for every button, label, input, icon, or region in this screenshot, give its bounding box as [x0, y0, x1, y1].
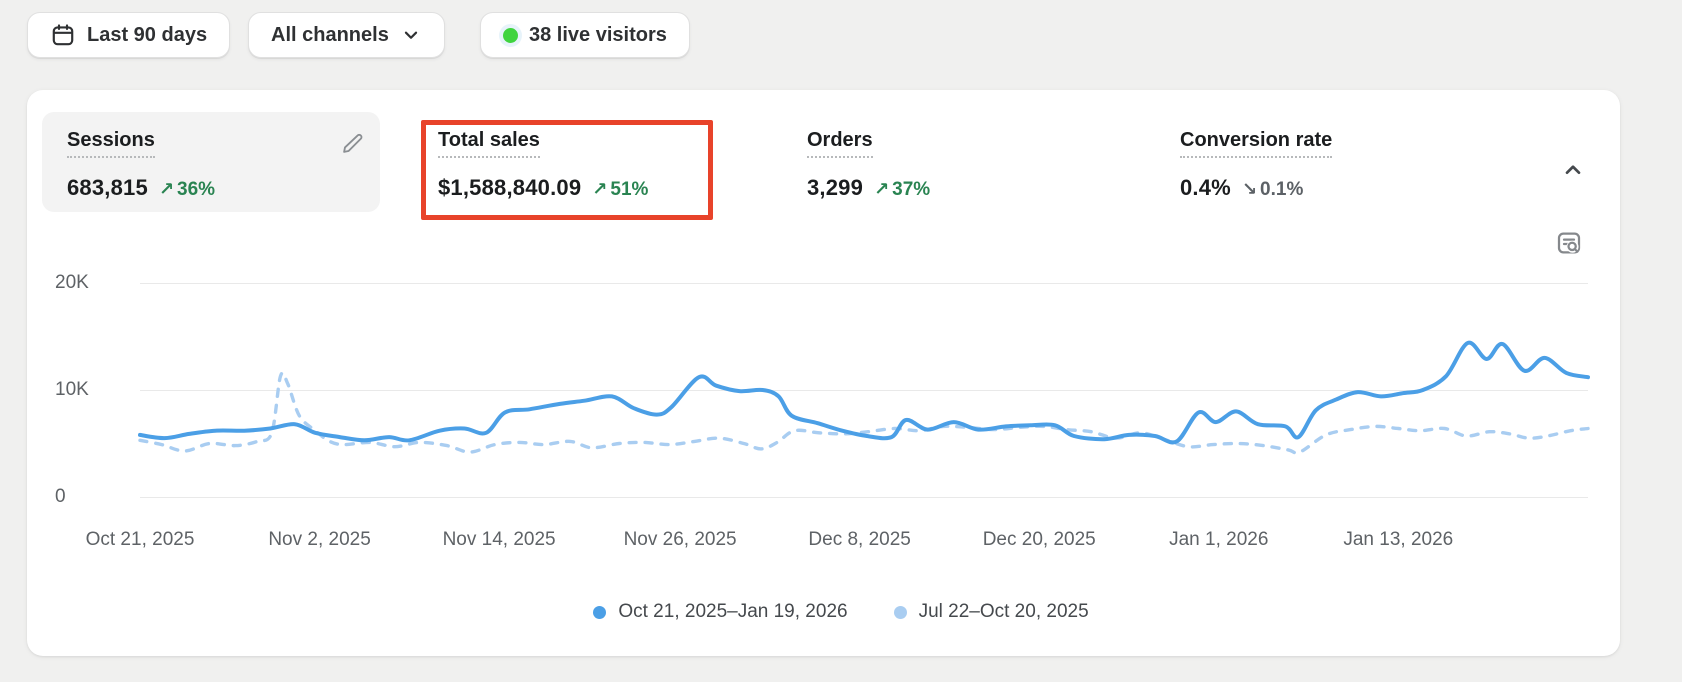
chart-legend: Oct 21, 2025–Jan 19, 2026 Jul 22–Oct 20,… [0, 601, 1682, 623]
x-tick-label: Nov 26, 2025 [623, 529, 737, 550]
channel-filter-label: All channels [271, 23, 389, 46]
chevron-down-icon [400, 24, 422, 46]
x-tick-label: Oct 21, 2025 [85, 529, 195, 550]
metric-value: 0.4% [1180, 175, 1231, 200]
gridline [140, 497, 1588, 498]
metric-delta: ↗ 36% [158, 179, 216, 200]
legend-previous-period: Jul 22–Oct 20, 2025 [893, 601, 1089, 623]
metric-label: Orders [807, 130, 873, 158]
explore-data-button[interactable] [1554, 228, 1584, 258]
metric-conversion-rate[interactable]: Conversion rate 0.4% ↘ 0.1% [1180, 112, 1333, 212]
gridline [140, 390, 1588, 391]
metric-delta: ↗ 37% [874, 179, 931, 200]
date-range-button[interactable]: Last 90 days [27, 12, 231, 58]
y-tick-label: 20K [55, 272, 89, 293]
x-tick-label: Jan 13, 2026 [1343, 529, 1454, 550]
chevron-up-icon [1560, 157, 1586, 183]
metric-value: 683,815 [67, 175, 148, 200]
y-tick-label: 10K [55, 379, 89, 400]
metric-label: Conversion rate [1180, 130, 1333, 158]
live-visitors-badge[interactable]: 38 live visitors [480, 12, 690, 58]
x-tick-label: Nov 2, 2025 [268, 529, 371, 550]
trend-down-icon: ↘ [1241, 179, 1258, 199]
x-tick-label: Dec 8, 2025 [808, 529, 911, 550]
collapse-card-button[interactable] [1560, 157, 1586, 183]
x-tick-label: Jan 1, 2026 [1169, 529, 1269, 550]
edit-pencil-icon[interactable] [340, 130, 366, 156]
trend-up-icon: ↗ [592, 179, 608, 199]
legend-dot-current [593, 605, 607, 619]
legend-label-current: Oct 21, 2025–Jan 19, 2026 [618, 601, 848, 622]
legend-label-previous: Jul 22–Oct 20, 2025 [918, 601, 1089, 622]
metric-delta: ↗ 51% [592, 179, 649, 200]
live-visitors-label: 38 live visitors [529, 23, 667, 46]
trend-up-icon: ↗ [158, 179, 175, 199]
x-tick-label: Dec 20, 2025 [982, 529, 1096, 550]
legend-current-period: Oct 21, 2025–Jan 19, 2026 [593, 601, 848, 623]
date-range-label: Last 90 days [87, 23, 208, 46]
channel-filter-button[interactable]: All channels [248, 12, 445, 58]
trend-up-icon: ↗ [874, 179, 890, 199]
metric-delta: ↘ 0.1% [1241, 179, 1304, 200]
report-search-icon [1554, 228, 1584, 258]
metric-sessions[interactable]: Sessions 683,815 ↗ 36% [42, 112, 380, 212]
metric-label: Sessions [67, 130, 155, 158]
x-tick-label: Nov 14, 2025 [442, 529, 556, 550]
calendar-icon [50, 22, 76, 48]
metric-orders[interactable]: Orders 3,299 ↗ 37% [807, 112, 930, 212]
live-dot-icon [503, 27, 518, 43]
metric-value: $1,588,840.09 [438, 175, 582, 200]
legend-dot-previous [893, 605, 907, 619]
y-tick-label: 0 [55, 486, 66, 507]
metric-total-sales[interactable]: Total sales $1,588,840.09 ↗ 51% [438, 112, 648, 212]
gridline [140, 283, 1588, 284]
metric-label: Total sales [438, 130, 540, 158]
metric-value: 3,299 [807, 175, 864, 200]
